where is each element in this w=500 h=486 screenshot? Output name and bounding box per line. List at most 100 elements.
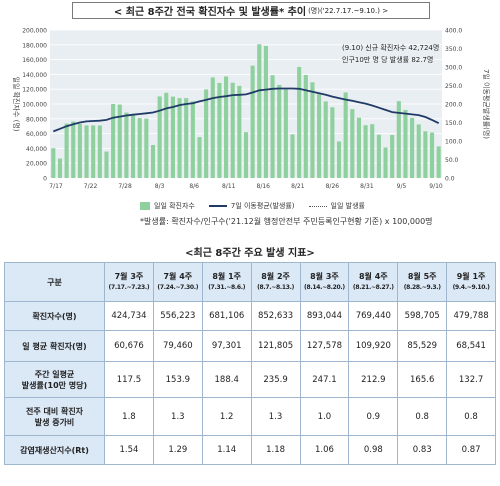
bar [257,44,262,178]
table-cell: 1.0 [299,397,350,436]
column-week: 8월 2주 [261,272,290,281]
bar [297,66,302,178]
table-cell: 0.87 [446,435,496,465]
table-row-incidence-rate: 주간 일평균 발생률(10만 명당) 117.5 153.9 188.4 235.… [4,361,496,398]
bar [237,85,242,178]
row-label: 전주 대비 확진자 발생 증가비 [4,397,105,436]
table-cell: 188.4 [201,361,252,398]
table-cell: 1.18 [250,435,301,465]
bar [370,124,375,178]
bar [71,121,76,178]
x-tick-label: 8/26 [326,183,340,190]
right-axis-label: 7일 이동평균발생률(명) [482,69,491,139]
right-tick-label: 150.0 [445,120,462,127]
bar-series-daily-cases [51,44,441,178]
bar [224,76,229,178]
bar [356,117,362,178]
right-tick-label: 300.0 [445,65,462,72]
bar [310,82,315,178]
row-label: 확진자수(명) [4,301,105,331]
bar [343,92,348,178]
table-cell: 212.9 [348,361,399,398]
chart-footnote: *발생률: 확진자수/인구수('21.12월 행정안전부 주민등록인구현황 기준… [140,217,433,226]
table-row-week-over-week: 전주 대비 확진자 발생 증가비 1.8 1.3 1.2 1.3 1.0 0.9 … [4,397,496,436]
column-header: 7월 4주 (7.24.~7.30.) [152,262,203,302]
left-tick-label: 80,000 [26,116,47,123]
table-cell: 247.1 [299,361,350,398]
row-label-line2: 발생률(10만 명당) [21,380,88,390]
legend-label-line: 7일 이동평균(발생률) [230,202,295,210]
table-row-daily-average: 일 평균 확진자(명) 60,676 79,460 97,301 121,805… [4,330,496,362]
left-tick-label: 60,000 [26,131,47,138]
table-cell: 893,044 [299,301,350,331]
row-label-line1: 주간 일평균 [34,369,75,379]
x-tick-label: 9/5 [397,183,407,190]
bar [323,101,328,178]
table-cell: 1.54 [104,435,154,465]
table-cell: 153.9 [152,361,203,398]
bar [117,104,122,178]
bar [210,77,215,178]
table-cell: 1.8 [104,397,154,436]
table-cell: 1.2 [201,397,252,436]
table-cell: 769,440 [348,301,399,331]
legend-label-bar: 일일 확진자수 [154,202,195,210]
column-date-range: (9.4.~9.10.) [452,284,490,291]
annotation-line1: (9.10) 신규 확진자수 42,724명 [342,43,439,52]
left-tick-label: 0 [43,176,47,183]
column-date-range: (8.14.~8.20.) [304,284,345,291]
bar [416,124,421,178]
line-series-moving-average [52,87,440,133]
chart-legend: 일일 확진자수 7일 이동평균(발생률) 일일 발생률 [140,200,450,212]
table-cell: 1.3 [250,397,301,436]
column-date-range: (8.28.~9.3.) [403,284,441,291]
table-cell: 165.6 [397,361,448,398]
column-header: 8월 1주 (7.31.~8.6.) [201,262,252,302]
column-date-range: (8.7.~8.13.) [257,284,295,291]
bar [157,96,162,178]
bar [243,132,249,178]
table-row-confirmed-cases: 확진자수(명) 424,734 556,223 681,106 852,633 … [4,301,496,331]
table-cell: 79,460 [152,330,203,362]
table-cell: 479,788 [446,301,496,331]
table-cell: 1.06 [299,435,350,465]
right-tick-label: 50.0 [445,157,459,164]
epidemic-chart: 0 20,000 40,000 60,000 80,000 100,000 120,000 1… [12,28,491,191]
x-tick-label: 8/3 [155,183,165,190]
table-cell: 424,734 [104,301,154,331]
table-cell: 0.83 [397,435,448,465]
x-tick-label: 8/6 [189,183,199,190]
column-week: 7월 4주 [163,272,193,281]
right-tick-label: 200.0 [445,102,462,109]
bar [144,118,149,178]
table-cell: 117.5 [104,361,154,398]
bar [350,109,355,178]
column-date-range: (7.24.~7.30.) [157,284,199,291]
table-cell: 1.14 [201,435,252,465]
bar [383,147,388,178]
row-label: 감염재생산지수(Rt) [4,435,105,465]
bar [190,101,195,178]
x-tick-label: 8/11 [222,183,236,190]
bar [111,104,116,178]
column-week: 8월 1주 [212,272,241,281]
column-week: 9월 1주 [456,272,486,281]
bar [250,65,255,178]
row-label: 주간 일평균 발생률(10만 명당) [4,361,105,398]
bar [84,125,89,178]
bar [376,134,381,178]
right-tick-label: 400.0 [445,28,462,35]
x-tick-label: 7/17 [49,183,63,190]
x-tick-label: 7/22 [84,183,98,190]
annotation-line2: 인구10만 명 당 발생률 82.7명 [342,55,433,64]
bar [290,134,295,178]
legend-item-line: 7일 이동평균(발생률) [208,201,295,211]
bar [184,98,189,178]
bar [51,148,56,178]
legend-item-bar: 일일 확진자수 [140,201,195,211]
bar [57,158,63,178]
row-label-line2: 발생 증가비 [34,417,75,427]
table-cell: 235.9 [250,361,301,398]
column-week: 7월 3주 [114,272,144,281]
bar [130,114,136,178]
